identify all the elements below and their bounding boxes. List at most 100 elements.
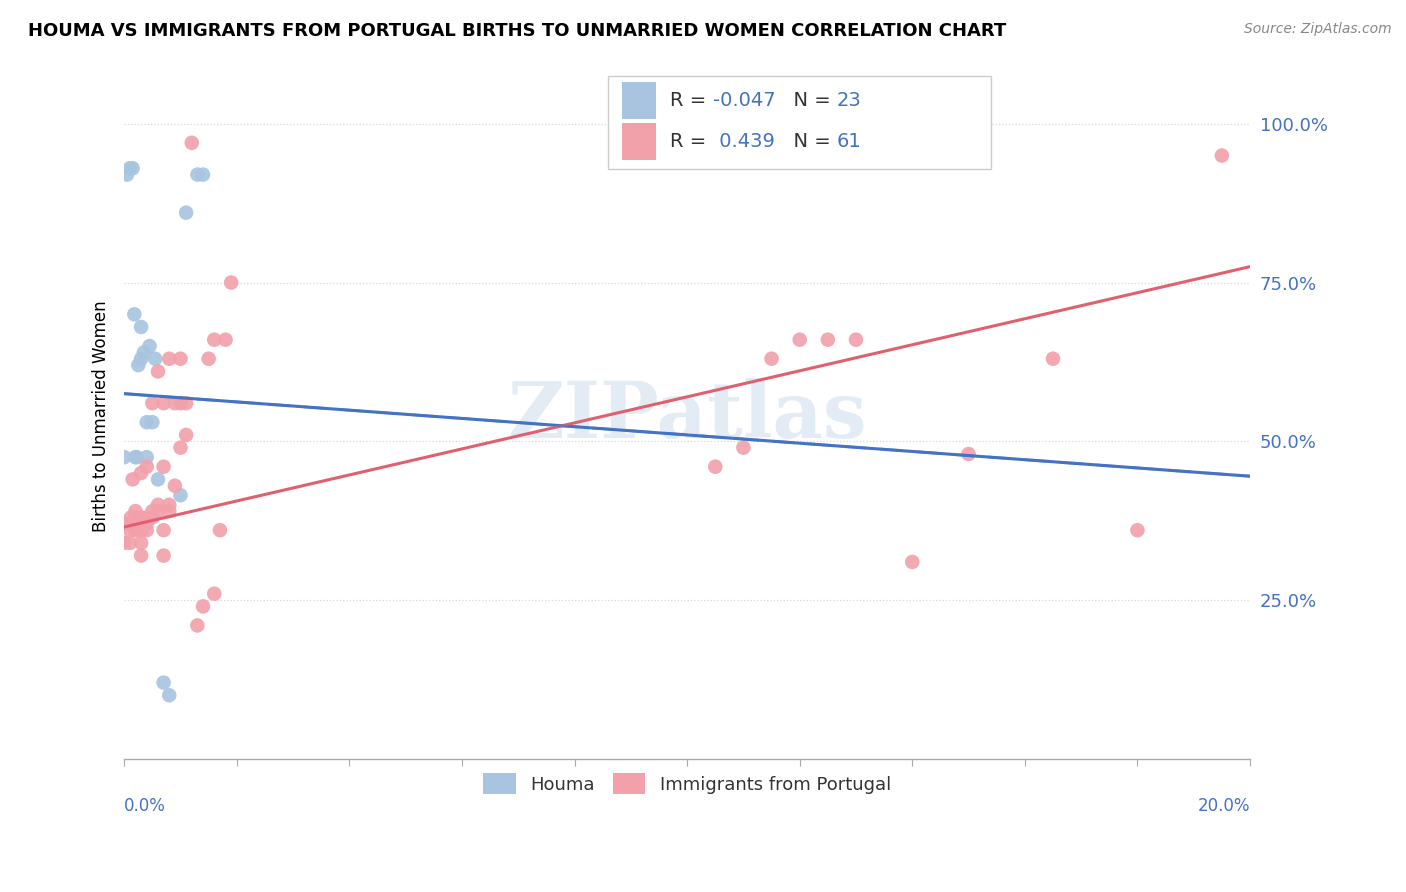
Point <box>152 523 174 537</box>
Point <box>157 498 180 512</box>
Point <box>141 396 163 410</box>
Text: 0.0%: 0.0% <box>124 797 166 814</box>
Point <box>135 510 157 524</box>
Point <box>845 333 868 347</box>
Point <box>129 536 152 550</box>
Point <box>141 504 163 518</box>
Point <box>169 396 191 410</box>
Point <box>1211 148 1233 162</box>
Point <box>191 168 214 182</box>
Point <box>118 161 141 176</box>
Point <box>118 516 141 531</box>
Point <box>124 307 146 321</box>
Point <box>121 472 143 486</box>
Point <box>135 459 157 474</box>
Point <box>163 479 186 493</box>
Text: R =: R = <box>671 91 713 110</box>
Point <box>152 675 174 690</box>
Point <box>124 504 146 518</box>
Text: -0.047: -0.047 <box>713 91 776 110</box>
Point <box>901 555 924 569</box>
Point <box>817 333 839 347</box>
Point <box>157 688 180 702</box>
Point <box>197 351 219 366</box>
Point <box>208 523 231 537</box>
Point <box>152 549 174 563</box>
Point <box>186 168 208 182</box>
Point <box>129 523 152 537</box>
Point <box>191 599 214 614</box>
Text: ZIPatlas: ZIPatlas <box>508 378 868 454</box>
Point <box>124 516 146 531</box>
Point <box>112 536 135 550</box>
Text: R =: R = <box>671 132 713 151</box>
Point <box>219 276 242 290</box>
Point <box>957 447 980 461</box>
Point <box>124 523 146 537</box>
Point <box>121 161 143 176</box>
Text: Source: ZipAtlas.com: Source: ZipAtlas.com <box>1244 22 1392 37</box>
Point <box>135 415 157 429</box>
Legend: Houma, Immigrants from Portugal: Houma, Immigrants from Portugal <box>477 766 898 801</box>
Point <box>169 441 191 455</box>
Point <box>1042 351 1064 366</box>
Point <box>112 450 135 465</box>
Point <box>202 333 225 347</box>
Point <box>112 516 135 531</box>
Point <box>146 504 169 518</box>
FancyBboxPatch shape <box>609 77 991 169</box>
Point <box>135 450 157 465</box>
Point <box>169 351 191 366</box>
Point <box>174 205 197 219</box>
Point <box>127 358 149 372</box>
Point <box>146 498 169 512</box>
Point <box>141 510 163 524</box>
Point <box>135 523 157 537</box>
Point <box>186 618 208 632</box>
Point <box>124 450 146 465</box>
Point <box>174 428 197 442</box>
Text: 0.439: 0.439 <box>713 132 775 151</box>
Point <box>157 504 180 518</box>
Point <box>157 351 180 366</box>
Point <box>132 345 155 359</box>
FancyBboxPatch shape <box>621 81 655 120</box>
Point <box>129 549 152 563</box>
Point <box>152 396 174 410</box>
Point <box>146 364 169 378</box>
Point <box>141 415 163 429</box>
Point <box>163 396 186 410</box>
FancyBboxPatch shape <box>621 123 655 161</box>
Point <box>146 472 169 486</box>
Point <box>143 351 166 366</box>
Point <box>124 510 146 524</box>
Point <box>1126 523 1149 537</box>
Point <box>125 450 148 465</box>
Text: 61: 61 <box>837 132 862 151</box>
Point <box>135 516 157 531</box>
Point <box>118 523 141 537</box>
Point <box>129 510 152 524</box>
Point <box>129 351 152 366</box>
Text: HOUMA VS IMMIGRANTS FROM PORTUGAL BIRTHS TO UNMARRIED WOMEN CORRELATION CHART: HOUMA VS IMMIGRANTS FROM PORTUGAL BIRTHS… <box>28 22 1007 40</box>
Point <box>129 320 152 334</box>
Text: N =: N = <box>780 132 837 151</box>
Y-axis label: Births to Unmarried Women: Births to Unmarried Women <box>93 300 110 532</box>
Point <box>138 339 160 353</box>
Point <box>169 488 191 502</box>
Point <box>761 351 783 366</box>
Point <box>174 396 197 410</box>
Point <box>127 523 149 537</box>
Point <box>789 333 811 347</box>
Point <box>733 441 755 455</box>
Point <box>120 510 142 524</box>
Point <box>214 333 236 347</box>
Point <box>152 459 174 474</box>
Text: N =: N = <box>780 91 837 110</box>
Point <box>129 466 152 480</box>
Point <box>704 459 727 474</box>
Point <box>118 536 141 550</box>
Text: 23: 23 <box>837 91 862 110</box>
Point <box>180 136 202 150</box>
Point <box>202 587 225 601</box>
